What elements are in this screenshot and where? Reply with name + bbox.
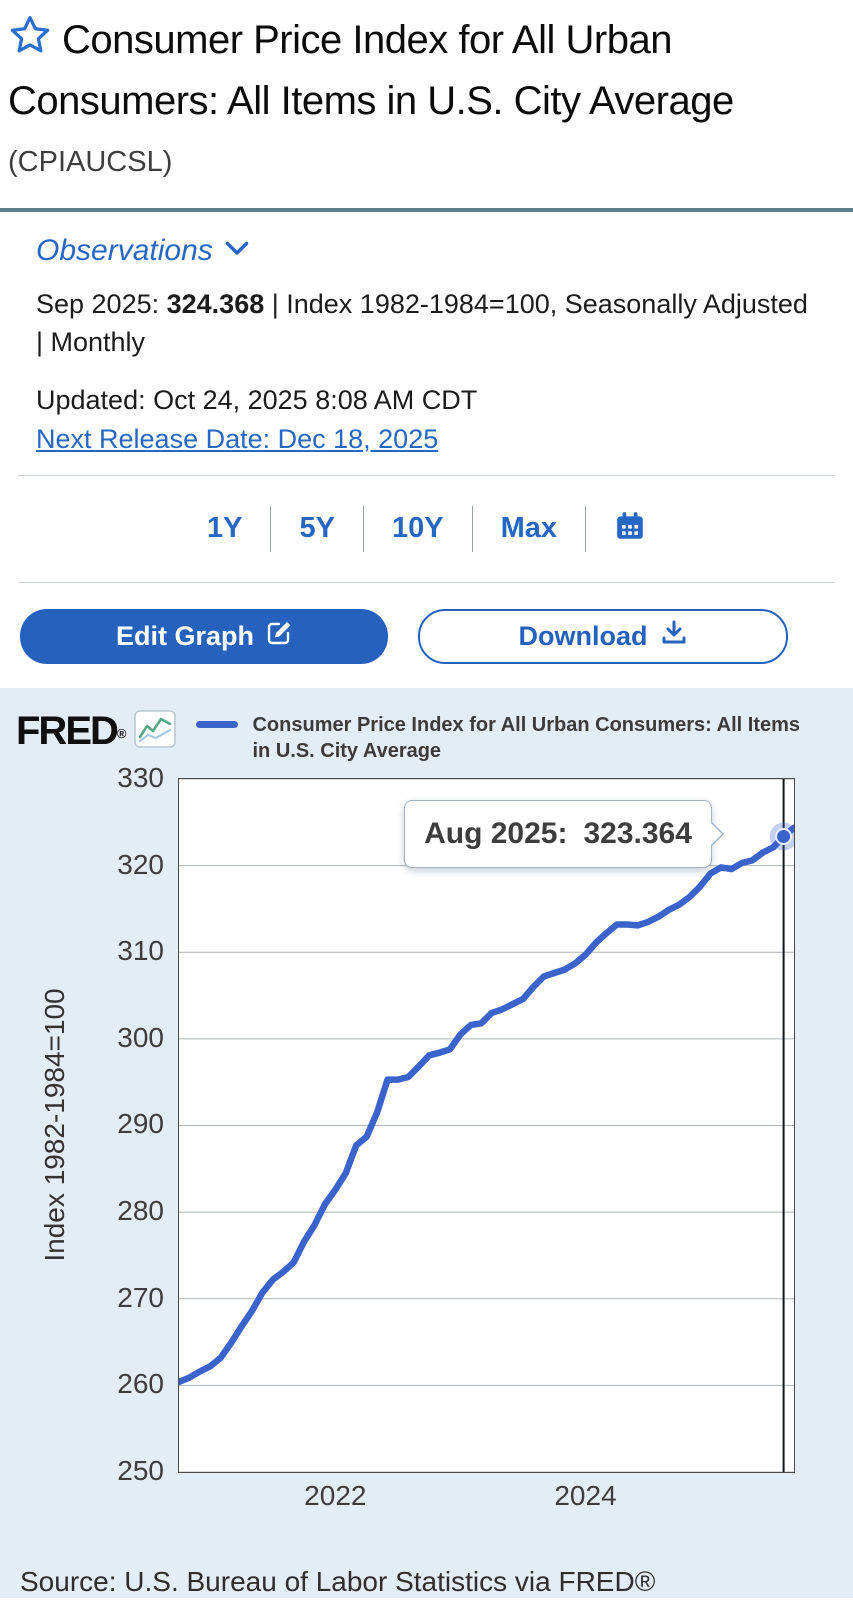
fred-logo: FRED® [16, 709, 177, 754]
edit-graph-button[interactable]: Edit Graph [20, 608, 388, 664]
download-icon [660, 619, 688, 654]
title-divider [0, 208, 853, 213]
series-header: Consumer Price Index for All Urban Consu… [0, 0, 853, 202]
fred-chart-icon [134, 710, 177, 753]
observations-label: Observations [36, 234, 213, 268]
y-axis-tick-label: 260 [117, 1368, 164, 1400]
y-axis-tick-label: 250 [117, 1454, 164, 1486]
divider [362, 505, 364, 552]
date-range-calendar-button[interactable] [586, 510, 674, 547]
source-attribution: Source: U.S. Bureau of Labor Statistics … [20, 1565, 656, 1597]
y-axis-tick-label: 290 [117, 1108, 164, 1140]
series-id: (CPIAUCSL) [8, 145, 173, 178]
chevron-down-icon [225, 241, 249, 262]
y-axis-tick-label: 310 [117, 935, 164, 967]
series-title-text: Consumer Price Index for All Urban Consu… [8, 18, 734, 123]
chart-section: FRED® Consumer Price Index for All Urban… [0, 687, 853, 1598]
observation-line: Sep 2025: 324.368 | Index 1982-1984=100,… [36, 289, 808, 357]
x-axis-tick-label: 2022 [304, 1479, 367, 1511]
calendar-icon [614, 510, 646, 547]
favorite-star-icon[interactable] [8, 13, 52, 73]
range-selector: 1Y 5Y 10Y Max [0, 476, 853, 582]
observations-toggle[interactable]: Observations [36, 234, 249, 268]
chart-header: FRED® Consumer Price Index for All Urban… [0, 704, 853, 774]
tooltip-value: 323.364 [583, 816, 692, 850]
fred-wordmark: FRED® [16, 709, 126, 754]
edit-icon [266, 620, 292, 653]
x-axis: 2022 2024 [0, 1480, 853, 1520]
legend-series-label[interactable]: Consumer Price Index for All Urban Consu… [252, 713, 801, 762]
range-option-5y[interactable]: 5Y [299, 512, 335, 545]
chart-canvas: Index 1982-1984=100 330 320 310 300 290 280 27… [0, 762, 853, 1550]
cpi-line-chart[interactable] [179, 778, 794, 1472]
legend-line-swatch [196, 720, 239, 728]
x-axis-tick-label: 2024 [554, 1479, 617, 1511]
divider [18, 581, 835, 583]
page-title: Consumer Price Index for All Urban Consu… [8, 12, 808, 186]
range-option-10y[interactable]: 10Y [391, 512, 444, 545]
y-axis-tick-label: 300 [117, 1021, 164, 1053]
y-axis: 330 320 310 300 290 280 270 260 250 [0, 762, 164, 1486]
actions-row: Edit Graph Download [0, 583, 853, 688]
range-option-max[interactable]: Max [500, 512, 557, 545]
divider [270, 505, 272, 552]
plot-area[interactable] [178, 777, 795, 1473]
y-axis-tick-label: 280 [117, 1195, 164, 1227]
chart-tooltip: Aug 2025: 323.364 [404, 799, 712, 868]
range-option-1y[interactable]: 1Y [207, 512, 243, 545]
observation-value: 324.368 [166, 289, 265, 320]
observations-section: Observations Sep 2025: 324.368 | Index 1… [0, 212, 853, 475]
y-axis-tick-label: 320 [117, 848, 164, 880]
divider [585, 505, 586, 552]
divider [471, 505, 473, 552]
tooltip-date: Aug 2025: [424, 816, 568, 850]
next-release-link[interactable]: Next Release Date: Dec 18, 2025 [36, 423, 439, 454]
download-button[interactable]: Download [418, 608, 788, 664]
y-axis-tick-label: 330 [117, 761, 164, 793]
chart-legend: Consumer Price Index for All Urban Consu… [196, 712, 800, 764]
divider [18, 474, 835, 476]
updated-timestamp: Updated: Oct 24, 2025 8:08 AM CDT [36, 384, 478, 415]
y-axis-tick-label: 270 [117, 1281, 164, 1313]
